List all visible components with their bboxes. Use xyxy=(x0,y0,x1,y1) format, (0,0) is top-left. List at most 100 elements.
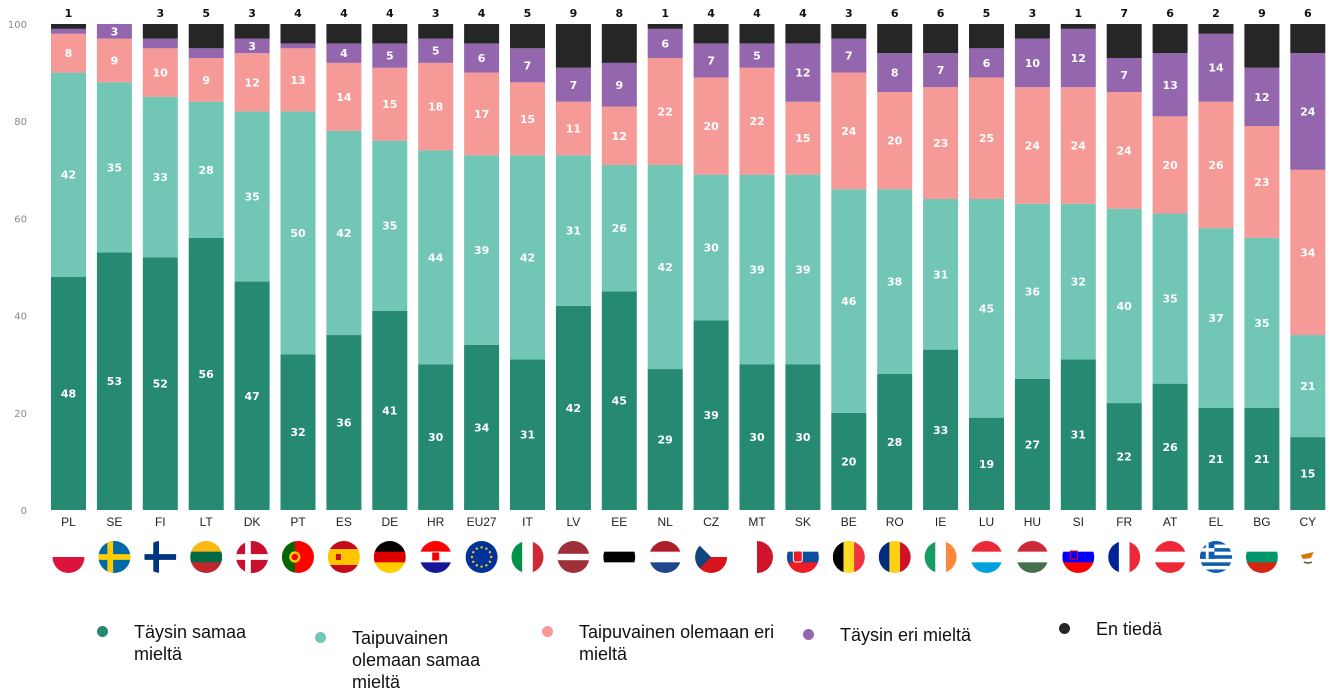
bar-segment xyxy=(372,67,408,141)
data-label: 30 xyxy=(428,431,444,444)
bar-segment xyxy=(831,189,867,413)
bar-segment xyxy=(831,24,867,39)
legend-label: Taipuvainen olemaan eri mieltä xyxy=(579,622,775,664)
data-label: 7 xyxy=(524,59,532,72)
bar-segment xyxy=(739,364,775,510)
data-label: 24 xyxy=(1071,140,1087,153)
x-tick-label: BE xyxy=(841,515,857,529)
bar-segment xyxy=(555,101,591,156)
data-label: 15 xyxy=(1300,468,1315,481)
x-axis: PL SE FI LT DK PT ES DE HR EU27 IT LV EE NL CZ MT SK BE RO… xyxy=(61,515,1316,529)
bar-segment xyxy=(739,67,775,175)
bar-segment xyxy=(1060,359,1096,510)
bar-segment xyxy=(601,164,637,292)
x-tick-label: LU xyxy=(979,515,994,529)
legend-swatch xyxy=(97,626,108,637)
x-tick-label: LV xyxy=(567,515,581,529)
bar-segment xyxy=(234,53,270,112)
data-label: 4 xyxy=(799,7,807,20)
x-tick-label: SK xyxy=(795,515,811,529)
data-label: 5 xyxy=(753,50,761,63)
data-label: 34 xyxy=(474,421,490,434)
flag-cy-icon xyxy=(1291,541,1324,573)
bar-segment xyxy=(1106,24,1142,59)
bar-segment xyxy=(647,369,683,510)
data-label: 39 xyxy=(749,263,764,276)
data-label: 11 xyxy=(566,122,581,135)
data-label: 12 xyxy=(1071,52,1086,65)
y-tick-label: 60 xyxy=(14,214,27,225)
bar-segment xyxy=(510,155,545,360)
data-label: 9 xyxy=(111,54,119,67)
flag-sk-icon xyxy=(786,541,819,573)
bar-segment xyxy=(785,101,821,175)
bar-segment xyxy=(1244,126,1280,238)
data-label: 35 xyxy=(1254,317,1269,330)
bar-segment xyxy=(234,38,270,54)
data-label: 14 xyxy=(1208,62,1224,75)
bar-segment xyxy=(739,43,775,68)
bar-segment xyxy=(1290,437,1326,510)
data-label: 36 xyxy=(336,417,352,430)
legend-item-tend-agree: Taipuvainen olemaan samaa mieltä xyxy=(315,627,485,693)
data-label: 7 xyxy=(845,50,853,63)
bar-segment xyxy=(464,24,500,44)
bar-segment xyxy=(280,354,316,510)
data-label: 3 xyxy=(845,7,853,20)
data-label: 15 xyxy=(520,113,535,126)
data-label: 24 xyxy=(1025,140,1041,153)
data-label: 9 xyxy=(202,74,210,87)
bar-segment xyxy=(1060,203,1096,360)
bar-segment xyxy=(739,174,775,365)
x-tick-label: LT xyxy=(200,515,214,529)
data-label: 18 xyxy=(428,101,443,114)
flag-ro-icon xyxy=(878,541,911,573)
bar-segment xyxy=(1244,407,1280,510)
legend-item-dont-know: En tiedä xyxy=(1059,618,1209,640)
data-label: 5 xyxy=(983,7,991,20)
flag-lv-icon xyxy=(557,541,590,573)
data-label: 24 xyxy=(841,125,857,138)
data-label: 1 xyxy=(661,7,669,20)
legend-label: Täysin eri mieltä xyxy=(840,625,972,645)
data-label: 44 xyxy=(428,251,444,264)
data-label: 30 xyxy=(795,431,811,444)
data-label: 45 xyxy=(979,302,994,315)
data-label: 15 xyxy=(795,132,810,145)
bar-segment xyxy=(1106,58,1142,93)
data-label: 45 xyxy=(612,395,627,408)
bar-segment xyxy=(96,252,132,511)
data-label: 31 xyxy=(1071,429,1086,442)
bar-segment xyxy=(1014,38,1050,88)
bar-segment xyxy=(647,58,683,165)
bar-segment xyxy=(969,24,1004,49)
legend-swatch xyxy=(1059,623,1070,634)
data-label: 6 xyxy=(478,52,486,65)
data-label: 3 xyxy=(1029,7,1037,20)
data-label: 30 xyxy=(749,431,765,444)
x-tick-label: IE xyxy=(935,515,946,529)
data-label: 27 xyxy=(1025,438,1040,451)
bar-segment xyxy=(1290,335,1326,438)
data-label: 13 xyxy=(290,74,305,87)
bar-segment xyxy=(51,28,86,34)
bar-segment xyxy=(647,28,683,59)
data-label: 34 xyxy=(1300,246,1316,259)
bar-segment xyxy=(326,335,362,510)
data-label: 37 xyxy=(1208,312,1223,325)
data-label: 39 xyxy=(474,244,489,257)
flag-be-icon xyxy=(832,541,865,573)
flag-bg-icon xyxy=(1245,541,1278,573)
data-label: 3 xyxy=(156,7,164,20)
data-label: 8 xyxy=(65,47,73,60)
bar-segment xyxy=(1198,228,1234,408)
bar-segment xyxy=(693,77,729,175)
bar-segment xyxy=(142,38,178,49)
data-label: 7 xyxy=(937,64,945,77)
bar-segment xyxy=(923,87,959,199)
bar-segment xyxy=(785,174,821,365)
bar-segment xyxy=(234,111,270,282)
flag-el-icon xyxy=(1200,541,1232,573)
bar-segment xyxy=(51,276,86,510)
